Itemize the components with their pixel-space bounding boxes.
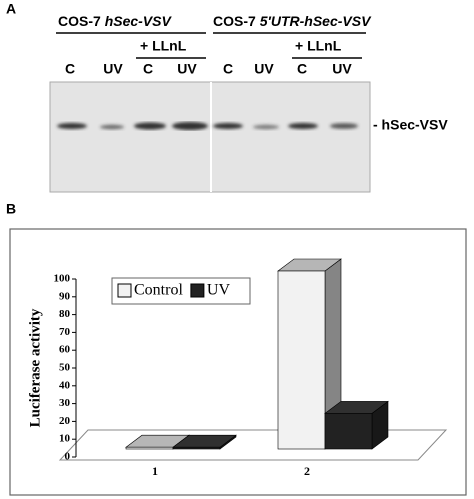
y-tick-label: 0	[65, 451, 71, 463]
lane-label: UV	[332, 61, 352, 77]
bar	[277, 270, 326, 450]
lane-labels: C UV C UV C UV C UV	[65, 61, 352, 77]
band	[330, 123, 358, 129]
lane-label: UV	[177, 61, 197, 77]
cell-line: COS-7	[58, 13, 101, 29]
lane-label: UV	[103, 61, 123, 77]
y-tick-label: 60	[59, 344, 71, 356]
legend-swatch	[190, 283, 205, 298]
construct: 5′UTR-hSec-VSV	[260, 13, 372, 29]
band	[253, 124, 279, 130]
band	[172, 122, 208, 130]
legend-box	[111, 277, 251, 305]
x-tick-label: 2	[304, 464, 310, 478]
panel-label: A	[6, 1, 16, 17]
band	[288, 123, 318, 129]
y-axis-title: Luciferase activity	[27, 308, 43, 427]
bar	[172, 446, 221, 450]
band	[57, 123, 87, 129]
bands	[57, 122, 358, 130]
x-tick-label: 1	[152, 464, 158, 478]
cell-line: COS-7	[213, 13, 256, 29]
group-header: COS-7 5′UTR-hSec-VSV	[213, 13, 372, 29]
lane-label: C	[297, 61, 307, 77]
y-tick-label: 20	[59, 415, 71, 427]
construct: hSec-VSV	[105, 13, 173, 29]
y-tick-label: 50	[59, 362, 71, 374]
treatment: + LLnL	[140, 38, 187, 54]
lane-label: C	[223, 61, 233, 77]
legend-swatch	[117, 283, 132, 298]
y-tick-label: 80	[59, 308, 71, 320]
y-tick-label: 40	[59, 379, 71, 391]
y-tick-label: 100	[54, 273, 71, 285]
lane-label: C	[143, 61, 153, 77]
y-tick-label: 90	[59, 290, 71, 302]
band	[100, 124, 124, 130]
band-label: - hSec-VSV	[373, 117, 448, 133]
treatment: + LLnL	[295, 38, 342, 54]
bar	[324, 413, 373, 450]
lane-label: UV	[254, 61, 274, 77]
y-tick-label: 70	[59, 326, 71, 338]
legend-label: Control	[134, 282, 183, 299]
panel-label: B	[6, 201, 16, 217]
band	[134, 122, 166, 130]
band	[213, 123, 243, 129]
y-tick-label: 30	[59, 397, 71, 409]
legend-label: UV	[207, 282, 231, 299]
y-tick-label: 10	[59, 433, 71, 445]
lane-label: C	[65, 61, 75, 77]
group-header: COS-7 hSec-VSV	[58, 13, 172, 29]
bar	[125, 446, 174, 450]
